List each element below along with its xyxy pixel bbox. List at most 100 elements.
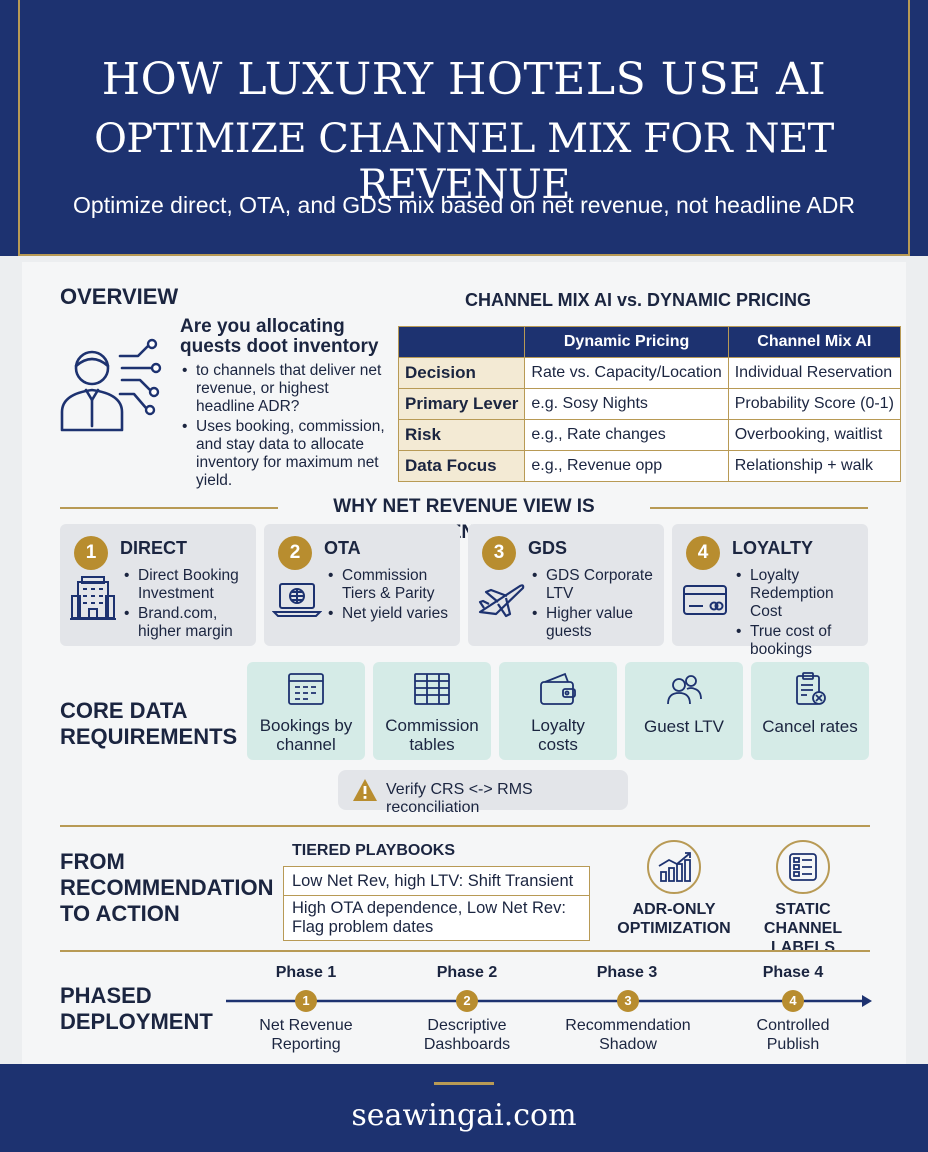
playbooks-title: TIERED PLAYBOOKS (292, 842, 455, 859)
list-icon (789, 853, 817, 881)
playbook-item: Low Net Rev, high LTV: Shift Transient (283, 866, 590, 896)
footer-accent (434, 1082, 494, 1085)
verify-label: Verify CRS <-> RMS reconciliation (386, 781, 533, 816)
overview-title: OVERVIEW (60, 284, 179, 309)
row-label: Data Focus (397, 450, 526, 482)
person-network-icon (60, 338, 162, 432)
chart-growth-icon (647, 840, 701, 894)
step-number: 1 (74, 536, 108, 570)
table-cell: Rate vs. Capacity/Location (524, 357, 729, 389)
action-title: FROM RECOMMENDATION TO ACTION (60, 849, 274, 926)
table-cell: Individual Reservation (727, 357, 901, 389)
laptop-globe-icon (272, 583, 322, 617)
divider (650, 507, 868, 509)
card-bullets: Direct Booking Investment Brand.com, hig… (122, 567, 256, 643)
channel-card-direct: 1 DIRECT Direct Booking Investment Brand… (60, 524, 256, 646)
phase-marker: 1 (295, 990, 317, 1012)
data-item-label: Commission tables (385, 716, 479, 754)
table-header-cell: Dynamic Pricing (524, 326, 729, 358)
list-labels-icon (776, 840, 830, 894)
list-item: GDS Corporate LTV (530, 567, 664, 603)
page-subtitle: Optimize direct, OTA, and GDS mix based … (73, 192, 855, 218)
phase-marker: 3 (617, 990, 639, 1012)
row-label: Primary Lever (397, 388, 526, 420)
guests-icon (667, 675, 702, 705)
page-title: HOW LUXURY HOTELS USE AI (101, 54, 827, 105)
divider (60, 825, 870, 827)
clipboard-cancel-icon (796, 672, 826, 705)
card-bullets: GDS Corporate LTV Higher value guests (530, 567, 664, 643)
table-cell: Relationship + walk (727, 450, 901, 482)
list-item: Loyalty Redemption Cost (734, 567, 868, 621)
data-item-label: Loyalty costs (531, 716, 585, 754)
data-item-label: Guest LTV (644, 717, 724, 736)
table-header-cell (397, 326, 526, 358)
verify-note: Verify CRS <-> RMS reconciliation (338, 770, 628, 816)
footer-site-link[interactable]: seawingai.com (351, 1098, 577, 1133)
step-number: 3 (482, 536, 516, 570)
header-frame (18, 0, 910, 256)
card-title: LOYALTY (732, 538, 814, 558)
phase-marker: 2 (456, 990, 478, 1012)
footer: seawingai.com (0, 1064, 928, 1152)
channel-card-gds: 3 GDS GDS Corporate LTV Higher value gue… (468, 524, 664, 646)
channel-card-ota: 2 OTA Commission Tiers & Parity Net yiel… (264, 524, 460, 646)
overview-bullets: to channels that deliver net revenue, or… (180, 362, 386, 492)
table-row: Decision Rate vs. Capacity/Location Indi… (397, 357, 901, 389)
timeline-arrow (226, 995, 872, 1007)
table-header-row: Dynamic Pricing Channel Mix AI (397, 326, 901, 358)
phase-label: Phase 4 (762, 964, 824, 981)
deployment-title: PHASED DEPLOYMENT (60, 983, 213, 1034)
table-row: Primary Lever e.g. Sosy Nights Probabili… (397, 388, 901, 420)
phase-label: Phase 2 (436, 964, 498, 981)
table-cell: e.g., Revenue opp (524, 450, 729, 482)
phase-label: Phase 3 (596, 964, 658, 981)
table-row: Risk e.g., Rate changes Overbooking, wai… (397, 419, 901, 451)
table-icon (414, 673, 450, 705)
credit-card-icon (683, 585, 727, 615)
playbook-item: High OTA dependence, Low Net Rev: Flag p… (283, 895, 590, 941)
row-label: Risk (397, 419, 526, 451)
card-title: GDS (528, 538, 568, 558)
data-item-commission: Commission tables (373, 662, 491, 760)
phase-description: Controlled Publish (756, 1017, 830, 1053)
calendar-grid-icon (288, 673, 324, 705)
list-item: Direct Booking Investment (122, 567, 256, 603)
data-item-loyalty: Loyalty costs (499, 662, 617, 760)
list-item: to channels that deliver net revenue, or… (180, 362, 386, 416)
table-header-cell: Channel Mix AI (727, 326, 901, 358)
avoid-adr-only: ADR-ONLY OPTIMIZATION (617, 901, 731, 937)
bar-chart-icon (658, 852, 691, 882)
table-cell: Probability Score (0-1) (727, 388, 901, 420)
data-item-label: Bookings by channel (259, 716, 353, 754)
divider (60, 950, 870, 952)
list-item: Net yield varies (326, 605, 460, 623)
list-item: Commission Tiers & Parity (326, 567, 460, 603)
data-item-guest-ltv: Guest LTV (625, 662, 743, 760)
comparison-title: CHANNEL MIX AI vs. DYNAMIC PRICING (464, 290, 812, 310)
comparison-table: Dynamic Pricing Channel Mix AI Decision … (397, 326, 901, 482)
wallet-icon (540, 672, 576, 705)
overview-question: Are you allocating quests doot inventory (180, 316, 379, 357)
phase-marker: 4 (782, 990, 804, 1012)
list-item: Higher value guests (530, 605, 664, 641)
phase-description: Descriptive Dashboards (423, 1017, 511, 1053)
header-banner: HOW LUXURY HOTELS USE AI OPTIMIZE CHANNE… (0, 0, 928, 256)
table-cell: e.g., Rate changes (524, 419, 729, 451)
phase-label: Phase 1 (275, 964, 337, 981)
list-item: Brand.com, higher margin (122, 605, 256, 641)
airplane-icon (478, 584, 525, 618)
avoid-static-labels: STATIC CHANNEL LABELS (763, 901, 843, 956)
divider (60, 507, 278, 509)
row-label: Decision (397, 357, 526, 389)
step-number: 2 (278, 536, 312, 570)
data-item-cancel-rates: Cancel rates (751, 662, 869, 760)
card-bullets: Commission Tiers & Parity Net yield vari… (326, 567, 460, 625)
data-item-bookings: Bookings by channel (247, 662, 365, 760)
warning-icon (353, 779, 377, 801)
table-cell: Overbooking, waitlist (727, 419, 901, 451)
phase-description: Net Revenue Reporting (259, 1017, 353, 1053)
data-item-label: Cancel rates (762, 717, 858, 736)
table-row: Data Focus e.g., Revenue opp Relationshi… (397, 450, 901, 482)
table-cell: e.g. Sosy Nights (524, 388, 729, 420)
